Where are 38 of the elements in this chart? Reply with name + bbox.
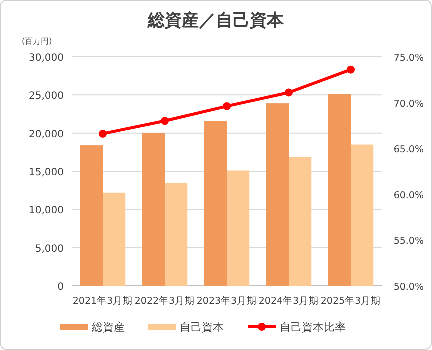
chart-title: 総資産／自己資本: [147, 11, 285, 31]
y-tick-label: 30,000: [29, 53, 64, 64]
y-tick-label: 20,000: [29, 129, 64, 140]
bar: [266, 104, 289, 286]
y2-tick-label: 60.0%: [394, 190, 424, 202]
x-tick-label: 2022年3月期: [134, 295, 196, 307]
y2-tick-label: 65.0%: [394, 144, 424, 156]
point: [223, 102, 231, 110]
y-tick-label: 10,000: [29, 206, 64, 217]
bar: [289, 156, 312, 286]
legend-label: 自己資本比率: [280, 321, 346, 334]
x-tick-label: 2024年3月期: [258, 295, 320, 307]
bar: [103, 192, 126, 286]
y-tick-label: 5,000: [35, 244, 64, 255]
y2-tick-label: 55.0%: [394, 236, 424, 248]
y-tick-label: 0: [58, 282, 64, 293]
bar: [80, 146, 103, 286]
bar: [328, 94, 351, 286]
legend-label: 総資産: [91, 321, 125, 334]
y2-tick-label: 50.0%: [394, 282, 424, 293]
y-tick-label: 25,000: [29, 91, 64, 102]
x-tick-label: 2021年3月期: [72, 295, 134, 307]
x-tick-label: 2023年3月期: [196, 295, 258, 307]
point: [347, 66, 355, 74]
y2-tick-label: 75.0%: [394, 53, 424, 64]
y2-tick-label: 70.0%: [394, 98, 424, 110]
bar: [142, 133, 165, 286]
y-tick-label: 15,000: [29, 168, 64, 178]
legend-label: 自己資本: [180, 321, 224, 334]
point: [161, 117, 169, 126]
bar: [227, 170, 250, 286]
bar: [165, 182, 188, 286]
y-axis-title: (百万円): [22, 37, 52, 46]
bar: [351, 144, 374, 286]
x-tick-label: 2025年3月期: [320, 295, 382, 307]
bar: [204, 121, 227, 286]
point: [285, 88, 293, 97]
point: [99, 130, 107, 138]
